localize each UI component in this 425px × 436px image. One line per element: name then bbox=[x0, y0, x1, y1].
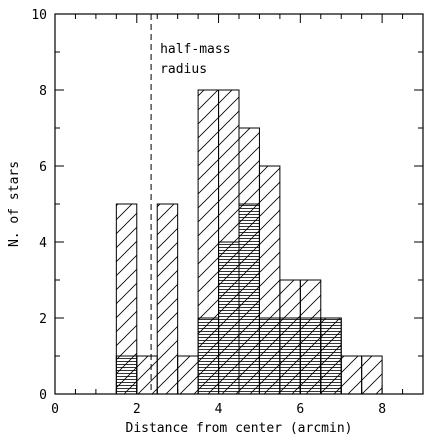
horiz-bar-7 bbox=[320, 317, 342, 395]
diag-bar-2 bbox=[156, 203, 179, 395]
y-tick-label: 2 bbox=[39, 312, 47, 327]
y-tick-label: 4 bbox=[39, 236, 47, 251]
horiz-bar-2 bbox=[218, 241, 240, 395]
horiz-bar-4 bbox=[258, 317, 281, 395]
horiz-bar-1 bbox=[197, 317, 220, 395]
diag-bar-1 bbox=[136, 355, 158, 395]
x-tick-label: 0 bbox=[51, 402, 59, 417]
y-tick-label: 6 bbox=[39, 160, 47, 175]
annotation-line-1: half-mass bbox=[160, 42, 230, 57]
horiz-bar-6 bbox=[299, 317, 322, 395]
diag-bar-12 bbox=[361, 355, 383, 395]
horiz-bar-3 bbox=[238, 203, 260, 395]
y-tick-label: 10 bbox=[31, 8, 47, 23]
half-mass-annotation: half-mass radius bbox=[150, 14, 231, 394]
y-tick-label: 0 bbox=[39, 388, 47, 403]
horiz-bar-0 bbox=[115, 355, 138, 395]
horiz-bar-5 bbox=[279, 317, 301, 395]
diag-bar-3 bbox=[177, 355, 199, 395]
x-tick-label: 8 bbox=[378, 402, 386, 417]
y-axis-title: N. of stars bbox=[7, 161, 22, 247]
diag-bar-11 bbox=[340, 355, 363, 395]
ticks: 0 2 4 6 8 0 2 4 6 8 10 bbox=[31, 8, 424, 417]
annotation-line-2: radius bbox=[160, 62, 207, 77]
x-axis-title: Distance from center (arcmin) bbox=[126, 421, 353, 436]
x-tick-label: 4 bbox=[215, 402, 223, 417]
x-tick-label: 6 bbox=[296, 402, 304, 417]
y-tick-label: 8 bbox=[39, 84, 47, 99]
x-tick-label: 2 bbox=[133, 402, 141, 417]
horizontal-hatch-series bbox=[115, 203, 342, 395]
